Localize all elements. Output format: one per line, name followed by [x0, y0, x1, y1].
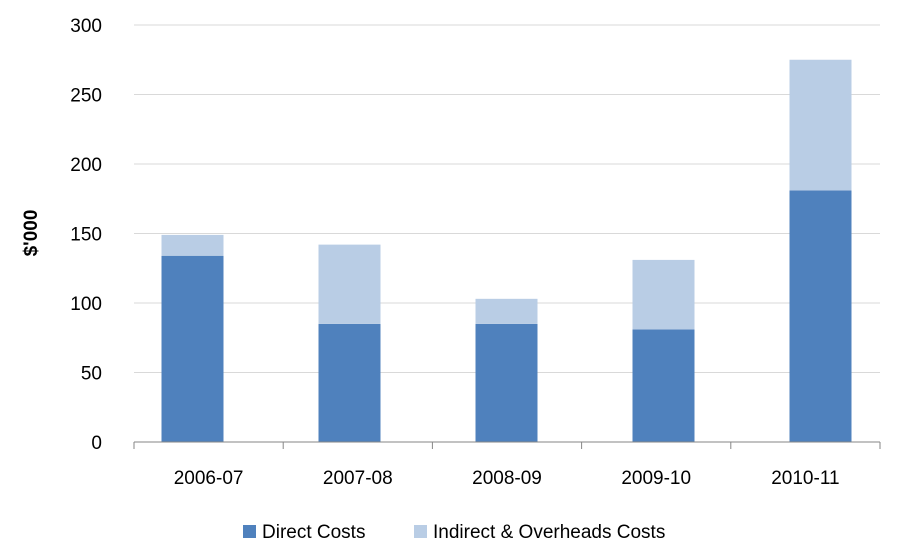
legend: Direct Costs Indirect & Overheads Costs [243, 522, 665, 543]
bar-segment [789, 59, 852, 191]
x-tick-label: 2006-07 [174, 468, 244, 489]
gridlines [134, 24, 880, 373]
y-tick-label: 0 [91, 433, 102, 454]
x-tick-label: 2010-11 [771, 468, 839, 489]
legend-label: Direct Costs [262, 522, 365, 543]
bar-segment [789, 190, 852, 442]
bar-segment [632, 329, 695, 442]
y-tick-label: 100 [70, 294, 102, 315]
bar-segment [318, 244, 381, 324]
y-tick-label: 50 [81, 364, 102, 385]
x-tick-label: 2009-10 [621, 468, 691, 489]
legend-swatch [243, 525, 256, 538]
y-tick-label: 200 [70, 155, 102, 176]
y-tick-label: 150 [70, 225, 102, 246]
x-tick-label: 2007-08 [323, 468, 393, 489]
legend-swatch [414, 525, 427, 538]
axes: 0 50 100 150 200 250 300 2006-07 2007-08 2008-09 2… [21, 16, 881, 489]
bars [161, 59, 852, 442]
y-tick-label: 300 [70, 16, 102, 37]
bar-segment [161, 255, 224, 442]
bar-segment [475, 323, 538, 442]
legend-label: Indirect & Overheads Costs [433, 522, 665, 543]
bar-segment [632, 259, 695, 330]
bar-segment [161, 234, 224, 256]
bar-segment [318, 323, 381, 442]
y-axis-title: $'000 [21, 210, 42, 257]
y-tick-label: 250 [70, 86, 102, 107]
bar-segment [475, 298, 538, 324]
x-tick-label: 2008-09 [472, 468, 542, 489]
